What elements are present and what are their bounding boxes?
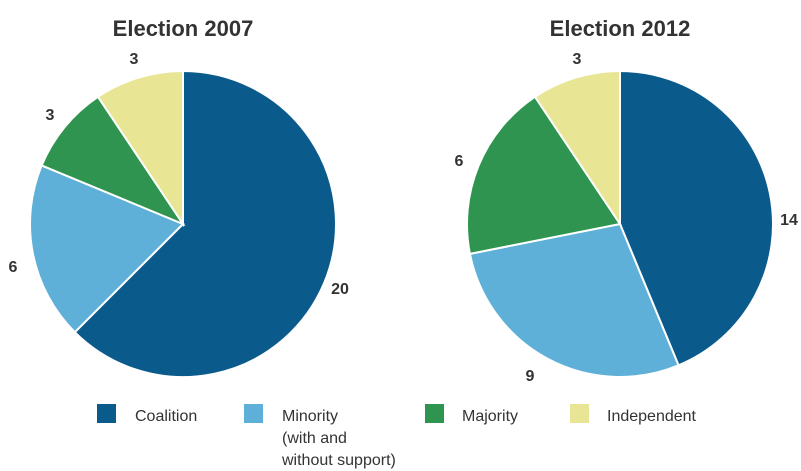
legend-swatch-minority xyxy=(244,404,263,423)
data-label-2007-coalition: 20 xyxy=(331,281,349,298)
data-label-2012-independent: 3 xyxy=(573,51,582,68)
pie-slice-2012-independent xyxy=(533,69,621,228)
legend-item-majority: Majority xyxy=(425,404,518,425)
pie-2007-data-labels: 20 6 3 3 xyxy=(9,51,349,298)
legend-item-coalition: Coalition xyxy=(97,404,197,425)
legend-label-minority-line3: without support) xyxy=(281,452,396,469)
legend-swatch-majority xyxy=(425,404,444,423)
pie-slice-2012-coalition xyxy=(619,69,774,367)
chart-title-2012: Election 2012 xyxy=(550,16,691,41)
data-label-2012-majority: 6 xyxy=(455,153,464,170)
legend-item-independent: Independent xyxy=(570,404,697,425)
data-label-2012-minority: 9 xyxy=(526,368,535,385)
pie-slice-2007-independent xyxy=(96,69,184,228)
pie-slice-2007-coalition xyxy=(73,69,337,378)
legend: Coalition Minority (with and without sup… xyxy=(97,404,697,469)
legend-label-majority: Majority xyxy=(462,408,518,425)
data-label-2007-minority: 6 xyxy=(9,259,18,276)
pie-chart-2007: Election 2007 20 6 3 3 xyxy=(9,16,349,378)
legend-item-minority: Minority (with and without support) xyxy=(244,404,396,469)
pie-2007-slices xyxy=(29,69,337,378)
legend-label-minority-line1: Minority xyxy=(282,408,338,425)
data-label-2007-independent: 3 xyxy=(130,51,139,68)
chart-title-2007: Election 2007 xyxy=(113,16,254,41)
pie-2012-slices xyxy=(466,69,774,378)
pie-chart-2012: Election 2012 14 9 6 3 xyxy=(455,16,798,385)
pie-2012-data-labels: 14 9 6 3 xyxy=(455,51,798,385)
legend-label-minority-line2: (with and xyxy=(282,430,347,447)
pie-slice-2012-minority xyxy=(468,222,680,378)
data-label-2007-majority: 3 xyxy=(46,107,55,124)
legend-label-coalition: Coalition xyxy=(135,408,197,425)
pie-slice-2007-majority xyxy=(40,95,186,227)
legend-swatch-independent xyxy=(570,404,589,423)
pie-slice-2007-minority xyxy=(29,164,185,334)
pie-slice-2012-majority xyxy=(466,95,622,256)
legend-label-independent: Independent xyxy=(607,408,697,425)
data-label-2012-coalition: 14 xyxy=(780,212,798,229)
legend-swatch-coalition xyxy=(97,404,116,423)
